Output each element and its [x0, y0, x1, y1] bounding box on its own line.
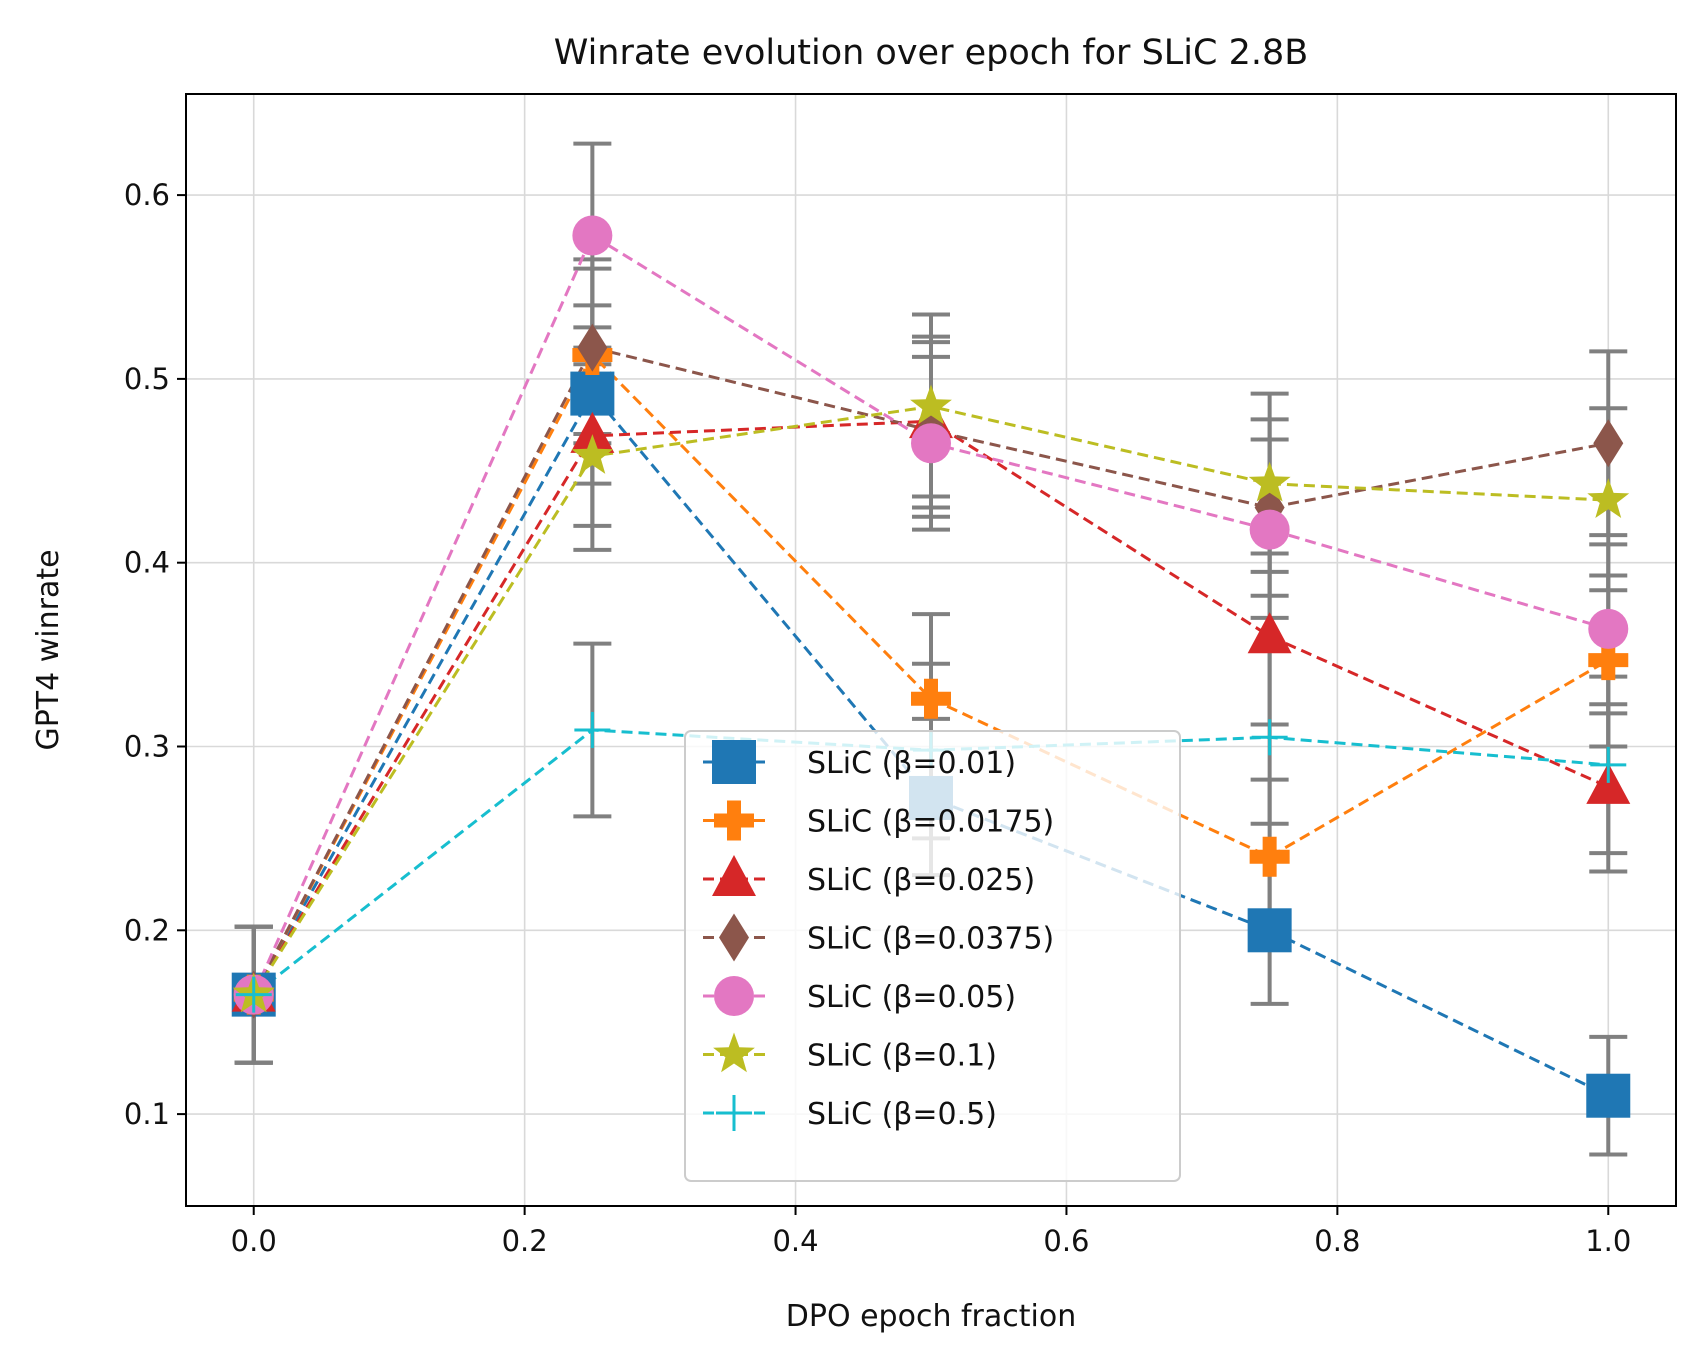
series-2-line: [252, 352, 1610, 996]
series-2-point: [1249, 836, 1290, 877]
x-tick-label: 1.0: [1585, 1224, 1631, 1258]
legend-box: [684, 730, 1181, 1182]
legend-label: SLiC (β=0.05): [807, 980, 1016, 1015]
x-tick-label: 0.2: [502, 1224, 548, 1258]
legend-label: SLiC (β=0.0175): [807, 805, 1054, 840]
series-7-point: [574, 711, 611, 748]
series-5-point: [572, 215, 613, 256]
series-2-point: [1588, 640, 1629, 681]
y-tick-label: 0.3: [124, 729, 170, 763]
y-tick-label: 0.5: [124, 362, 170, 396]
legend-label: SLiC (β=0.01): [807, 746, 1016, 781]
series-5-point: [1249, 509, 1290, 550]
series-7-point: [235, 976, 272, 1013]
x-tick-label: 0.0: [231, 1224, 277, 1258]
legend-label: SLiC (β=0.025): [807, 863, 1035, 898]
series-6-point: [1587, 478, 1630, 518]
legend-label: SLiC (β=0.5): [807, 1097, 997, 1132]
legend-entry-7: SLiC (β=0.5): [703, 1095, 997, 1132]
series-2-point: [911, 678, 951, 719]
series-4-point: [1593, 419, 1624, 468]
y-tick-label: 0.4: [124, 546, 170, 580]
series-6-point: [571, 434, 614, 474]
series-1-point: [1586, 1073, 1631, 1118]
legend-marker: [712, 855, 756, 896]
series-7-point: [1251, 719, 1288, 756]
x-tick-label: 0.6: [1043, 1224, 1089, 1258]
series-4-point: [577, 323, 608, 372]
series-1-point: [570, 371, 615, 416]
legend-marker: [714, 976, 754, 1016]
legend-label: SLiC (β=0.0375): [807, 922, 1054, 957]
legend-entry-4: SLiC (β=0.0375): [703, 913, 1054, 962]
series-3-point: [1586, 762, 1631, 804]
x-axis-label: DPO epoch fraction: [786, 1299, 1076, 1334]
legend-marker: [719, 913, 749, 962]
series-6-point: [1248, 461, 1291, 502]
y-tick-label: 0.1: [124, 1097, 170, 1131]
series-1-point: [1247, 908, 1292, 953]
y-tick-label: 0.6: [124, 178, 170, 212]
series-6-point: [910, 384, 952, 425]
legend-marker: [716, 1095, 752, 1131]
legend-marker: [713, 1032, 755, 1073]
chart-title: Winrate evolution over epoch for SLiC 2.…: [554, 33, 1309, 73]
legend-marker: [714, 800, 754, 841]
y-tick-label: 0.2: [124, 913, 170, 947]
series-7-point: [1590, 746, 1627, 783]
legend: SLiC (β=0.01) SLiC (β=0.0175) SLiC (β=0.02…: [684, 730, 1181, 1182]
plot-frame: [185, 93, 1677, 1207]
series-3-point: [570, 411, 615, 453]
legend-marker: [712, 740, 756, 784]
legend-entry-3: SLiC (β=0.025): [703, 855, 1035, 898]
series-3-point: [1247, 612, 1292, 654]
x-tick-label: 0.8: [1314, 1224, 1360, 1258]
y-axis-label: GPT4 winrate: [31, 549, 66, 750]
legend-entry-1: SLiC (β=0.01): [703, 740, 1016, 784]
series-5-point: [1588, 608, 1629, 649]
axis-ticks: 0.0 0.2 0.4 0.6 0.8 1.0 0.1 0.2 0.3 0.4 0.5 0.6: [124, 178, 1631, 1258]
legend-entry-5: SLiC (β=0.05): [703, 976, 1016, 1016]
x-tick-label: 0.4: [772, 1224, 818, 1258]
legend-entry-2: SLiC (β=0.0175): [703, 800, 1054, 841]
legend-entry-6: SLiC (β=0.1): [703, 1032, 997, 1074]
legend-label: SLiC (β=0.1): [807, 1039, 997, 1074]
series-5-point: [911, 423, 951, 464]
